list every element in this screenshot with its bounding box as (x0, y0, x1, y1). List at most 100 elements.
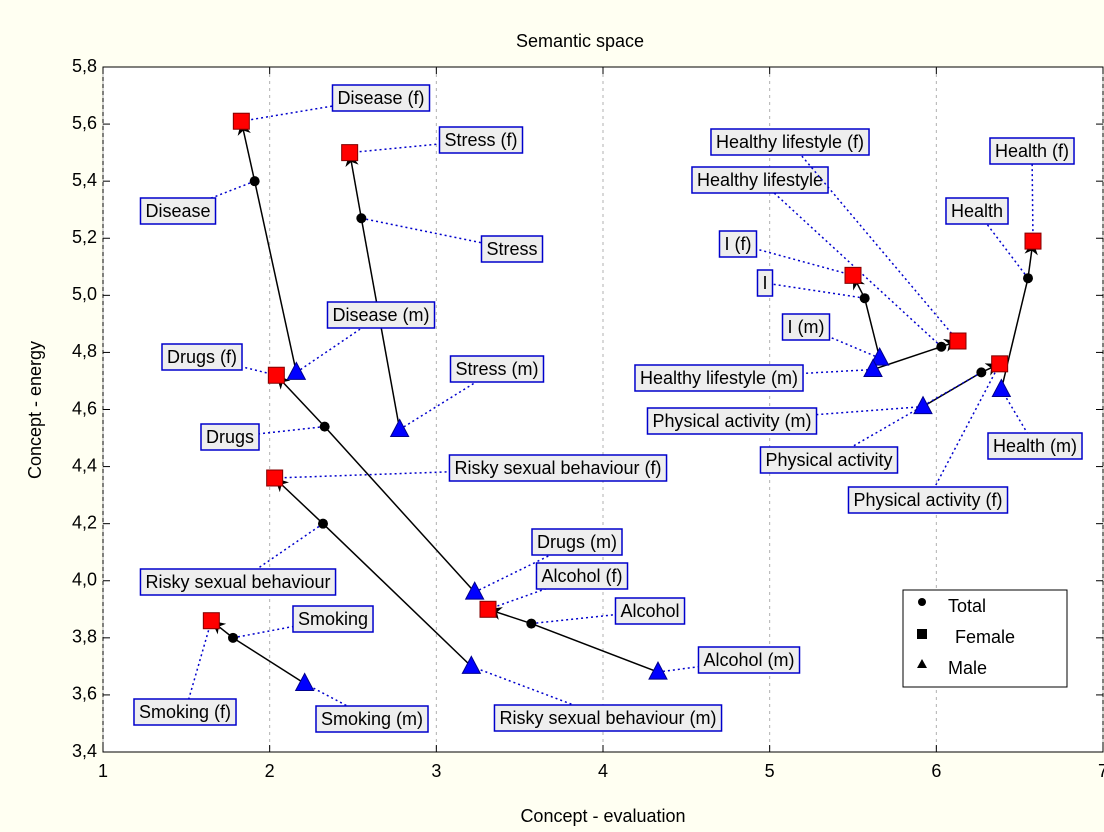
point-label: Drugs (m) (474, 528, 623, 593)
point-total (526, 618, 537, 629)
point-total (1023, 273, 1033, 284)
label-box (133, 698, 237, 726)
label-box (480, 235, 544, 263)
point-label: Smoking (f) (133, 620, 237, 726)
point-male (648, 661, 668, 680)
label-text: Drugs (f) (167, 347, 237, 367)
legend-symbol (917, 629, 927, 639)
label-text: I (f) (725, 234, 752, 254)
label-text: Alcohol (f) (541, 566, 622, 586)
leader-line (718, 368, 874, 379)
leader-line (789, 141, 959, 342)
labels: Disease Stress Drugs Risky sexual behaviour… (133, 84, 1083, 733)
point-female (202, 612, 220, 630)
y-tick-label: 5,4 (72, 170, 97, 190)
label-box (691, 166, 829, 194)
x-tick-label: 7 (1098, 761, 1104, 781)
markers (202, 112, 1042, 691)
point-label: Risky sexual behaviour (m) (471, 665, 723, 732)
label-text: Disease (145, 201, 210, 221)
point-label: Healthy lifestyle (691, 166, 942, 348)
label-text: Healthy lifestyle (m) (640, 368, 798, 388)
label-box (438, 126, 524, 154)
label-box (945, 197, 1009, 225)
point-label: Disease (m) (295, 301, 436, 374)
x-tick-label: 2 (265, 761, 275, 781)
label-box (139, 197, 217, 225)
label-text: Physical activity (f) (853, 490, 1002, 510)
point-female (991, 355, 1009, 373)
point-label: I (m) (781, 313, 880, 359)
legend-label: Female (955, 627, 1015, 647)
label-text: Physical activity (765, 450, 892, 470)
label-box (646, 407, 818, 435)
point-male (461, 655, 482, 674)
y-tick-label: 5,0 (72, 284, 97, 304)
point-label: Healthy lifestyle (f) (710, 128, 959, 342)
leader-line (1031, 150, 1034, 242)
point-total (936, 341, 947, 352)
point-label: Drugs (f) (161, 343, 277, 376)
point-male (464, 581, 485, 600)
label-text: Drugs (206, 427, 254, 447)
point-label: I (f) (718, 230, 854, 277)
leader-line (241, 97, 382, 122)
label-text: Smoking (f) (139, 702, 231, 722)
label-text: Disease (m) (332, 305, 429, 325)
connector (232, 637, 306, 685)
label-box (200, 423, 260, 451)
point-label: Stress (361, 217, 544, 263)
point-female (949, 332, 967, 350)
point-label: Alcohol (531, 597, 686, 625)
label-box (139, 568, 337, 596)
point-total (318, 518, 328, 529)
y-tick-label: 4,0 (72, 570, 97, 590)
arrow (345, 152, 363, 219)
leader-line (349, 139, 482, 154)
connector (324, 426, 476, 593)
label-box (161, 343, 243, 371)
label-text: Health (951, 201, 1003, 221)
point-male (913, 395, 933, 415)
label-box (759, 446, 899, 474)
point-female (1024, 232, 1042, 250)
point-male (869, 347, 890, 366)
point-label: Disease (f) (241, 84, 431, 122)
label-box (292, 605, 374, 633)
connector (322, 523, 472, 667)
leader-line (229, 425, 325, 438)
point-label: Healthy lifestyle (m) (634, 364, 874, 392)
label-text: Smoking (m) (321, 709, 423, 729)
arrow (237, 121, 256, 182)
leader-line (474, 541, 578, 593)
label-text: Risky sexual behaviour (m) (499, 708, 716, 728)
point-label: Alcohol (f) (487, 562, 629, 610)
y-tick-label: 5,2 (72, 227, 97, 247)
connector (863, 298, 881, 359)
point-label: I (756, 269, 865, 299)
y-tick-label: 3,4 (72, 741, 97, 761)
x-tick-label: 3 (431, 761, 441, 781)
point-label: Physical activity (f) (847, 363, 1009, 514)
label-box (326, 301, 436, 329)
label-box (493, 704, 723, 732)
label-text: Physical activity (m) (652, 411, 811, 431)
point-label: Stress (f) (349, 126, 524, 154)
leader-line (828, 371, 982, 461)
label-text: Stress (f) (444, 130, 517, 150)
label-box (756, 269, 774, 297)
point-label: Smoking (m) (304, 682, 429, 733)
chart-title: Semantic space (516, 31, 644, 51)
label-text: I (m) (788, 317, 825, 337)
label-box (987, 432, 1083, 460)
point-label: Disease (139, 180, 255, 225)
point-label: Alcohol (m) (657, 646, 801, 674)
leader-line (487, 575, 583, 610)
point-total (249, 176, 260, 187)
y-tick-label: 3,8 (72, 627, 97, 647)
legend-label: Total (948, 596, 986, 616)
point-male (863, 358, 883, 378)
label-text: Stress (m) (456, 359, 539, 379)
label-text: Risky sexual behaviour (f) (454, 458, 661, 478)
